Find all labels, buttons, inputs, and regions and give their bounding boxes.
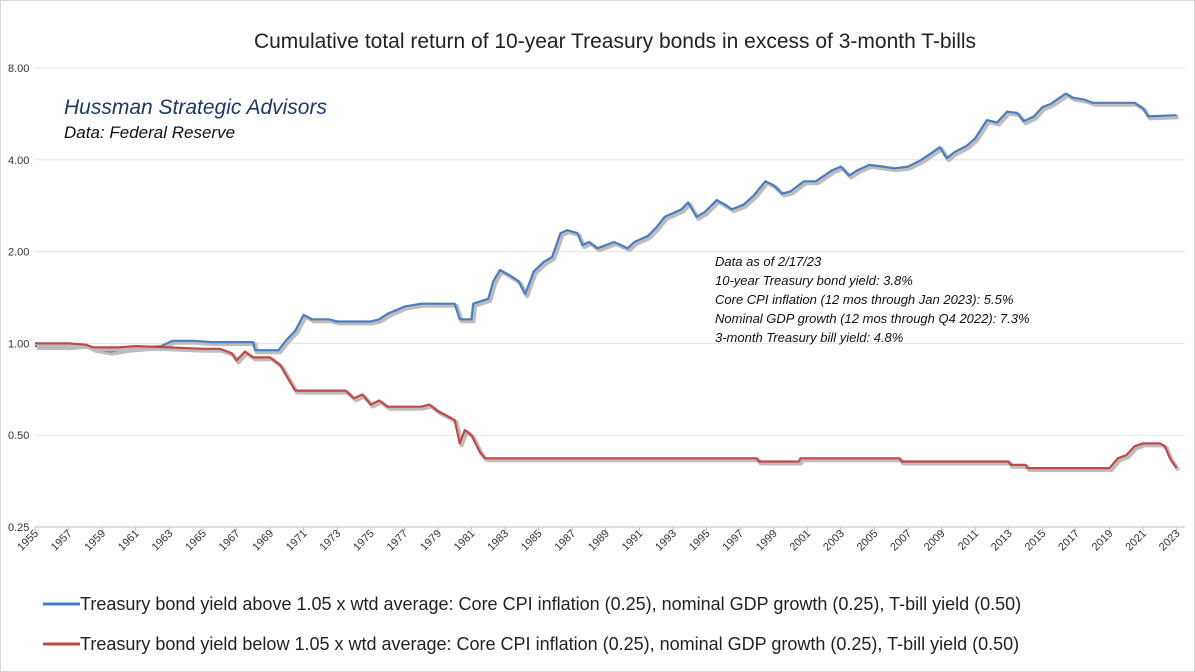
x-tick-label: 2013 bbox=[989, 528, 1015, 554]
x-tick-label: 1995 bbox=[687, 528, 713, 554]
x-tick-label: 1993 bbox=[653, 528, 679, 554]
data-notes: Data as of 2/17/23 10-year Treasury bond… bbox=[715, 254, 1030, 345]
x-axis-ticks: 1955 1957 1959 1961 1963 1965 1967 1969 1971 1973… bbox=[15, 527, 1183, 554]
x-tick-label: 1957 bbox=[49, 528, 75, 554]
legend: Treasury bond yield above 1.05 x wtd ave… bbox=[43, 594, 1021, 654]
series-shadow bbox=[37, 343, 1181, 473]
y-tick-label: 0.25 bbox=[8, 522, 29, 534]
x-tick-label: 2009 bbox=[922, 528, 948, 554]
note-line: Data as of 2/17/23 bbox=[715, 254, 822, 269]
x-tick-label: 1989 bbox=[586, 528, 612, 554]
x-tick-label: 2019 bbox=[1090, 528, 1116, 554]
x-tick-label: 2001 bbox=[788, 528, 814, 554]
x-tick-label: 2003 bbox=[821, 528, 847, 554]
x-tick-label: 1985 bbox=[519, 528, 545, 554]
y-tick-label: 8.00 bbox=[8, 63, 29, 75]
x-tick-label: 1971 bbox=[284, 528, 310, 554]
x-tick-label: 2005 bbox=[855, 528, 881, 554]
x-tick-label: 1959 bbox=[82, 528, 108, 554]
x-tick-label: 1999 bbox=[754, 528, 780, 554]
x-tick-label: 1977 bbox=[385, 528, 411, 554]
legend-label: Treasury bond yield above 1.05 x wtd ave… bbox=[80, 594, 1021, 614]
x-tick-label: 1973 bbox=[318, 528, 344, 554]
x-tick-label: 1967 bbox=[217, 528, 243, 554]
series-line-below bbox=[35, 342, 1178, 470]
x-tick-label: 1991 bbox=[620, 528, 646, 554]
x-tick-label: 2015 bbox=[1023, 528, 1049, 554]
x-tick-label: 1983 bbox=[485, 528, 511, 554]
x-tick-label: 1969 bbox=[250, 528, 276, 554]
x-tick-label: 1987 bbox=[553, 528, 579, 554]
x-tick-label: 2017 bbox=[1056, 528, 1082, 554]
x-tick-label: 1997 bbox=[720, 528, 746, 554]
note-line: 10-year Treasury bond yield: 3.8% bbox=[715, 273, 913, 288]
x-tick-label: 1961 bbox=[116, 528, 142, 554]
note-line: Core CPI inflation (12 mos through Jan 2… bbox=[715, 292, 1013, 307]
series-lines bbox=[35, 92, 1181, 473]
chart-title: Cumulative total return of 10-year Treas… bbox=[254, 30, 976, 53]
x-tick-label: 2021 bbox=[1123, 528, 1149, 554]
x-tick-label: 2007 bbox=[888, 528, 914, 554]
note-line: 3-month Treasury bill yield: 4.8% bbox=[715, 330, 903, 345]
x-tick-label: 1979 bbox=[418, 528, 444, 554]
x-tick-label: 1981 bbox=[452, 528, 478, 554]
series-line-above bbox=[35, 92, 1177, 353]
x-tick-label: 1965 bbox=[183, 528, 209, 554]
source-data: Data: Federal Reserve bbox=[64, 123, 235, 142]
x-tick-label: 2011 bbox=[956, 528, 981, 553]
x-tick-label: 1963 bbox=[150, 528, 176, 554]
y-axis-ticks: 8.00 4.00 2.00 1.00 0.50 0.25 bbox=[8, 63, 29, 534]
y-tick-label: 4.00 bbox=[8, 155, 29, 167]
y-tick-label: 1.00 bbox=[8, 338, 29, 350]
x-tick-label: 2023 bbox=[1157, 528, 1183, 554]
note-line: Nominal GDP growth (12 mos through Q4 20… bbox=[715, 311, 1030, 326]
y-tick-label: 0.50 bbox=[8, 430, 29, 442]
y-tick-label: 2.00 bbox=[8, 247, 29, 259]
x-tick-label: 1975 bbox=[351, 528, 377, 554]
legend-label: Treasury bond yield below 1.05 x wtd ave… bbox=[80, 634, 1019, 654]
source-name: Hussman Strategic Advisors bbox=[64, 96, 327, 119]
series-shadow bbox=[37, 93, 1179, 356]
